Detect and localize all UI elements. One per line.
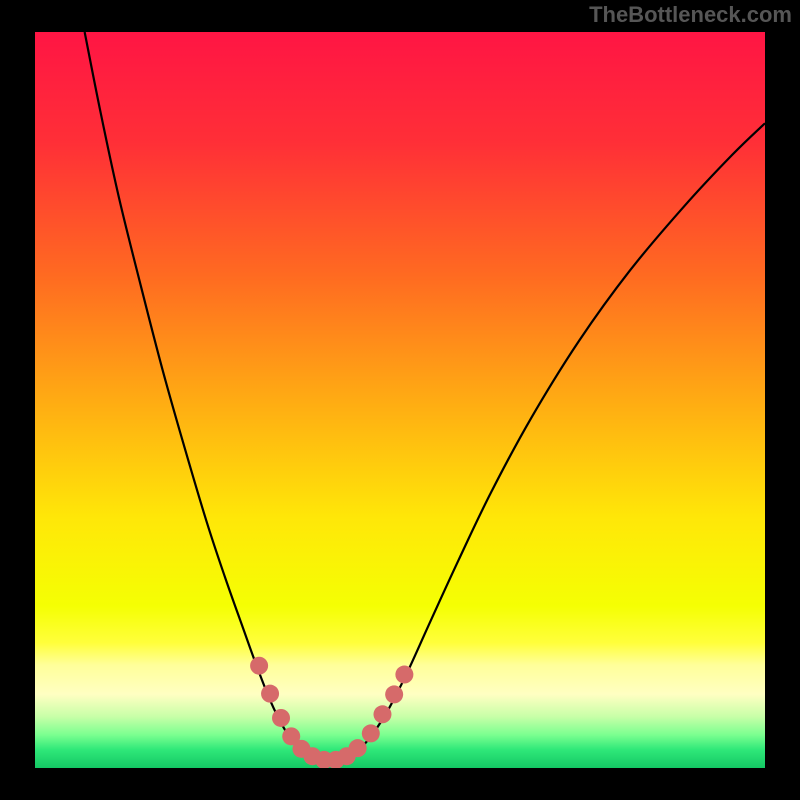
curve-marker — [362, 724, 380, 742]
curve-marker — [395, 666, 413, 684]
curve-marker — [385, 685, 403, 703]
curve-marker — [349, 739, 367, 757]
watermark-text: TheBottleneck.com — [589, 2, 792, 27]
curve-marker — [272, 709, 290, 727]
gradient-background — [35, 32, 765, 768]
curve-marker — [261, 685, 279, 703]
curve-marker — [373, 705, 391, 723]
bottleneck-chart: TheBottleneck.com — [0, 0, 800, 800]
curve-marker — [250, 657, 268, 675]
